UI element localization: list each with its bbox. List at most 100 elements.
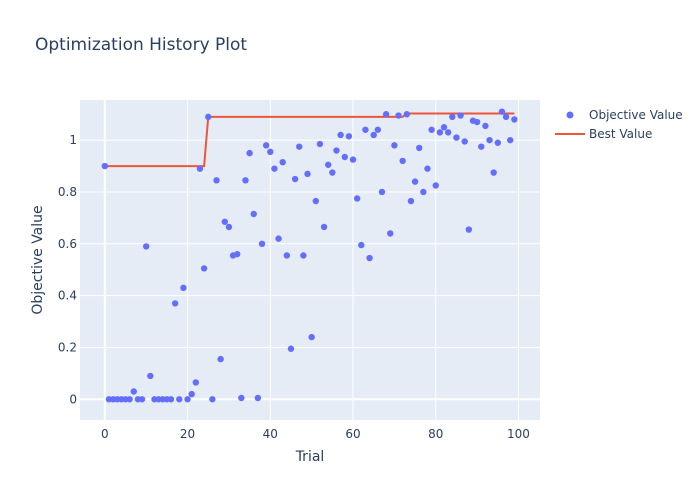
legend-item-best-value[interactable]: Best Value [555, 127, 652, 141]
data-point[interactable] [275, 235, 282, 242]
data-point[interactable] [209, 396, 216, 403]
data-point[interactable] [242, 177, 249, 184]
data-point[interactable] [473, 118, 481, 126]
y-axis-label: Objective Value [30, 205, 46, 314]
x-tick-label: 20 [180, 427, 195, 441]
data-point[interactable] [184, 396, 191, 403]
data-point[interactable] [449, 113, 456, 121]
data-point[interactable] [271, 165, 278, 172]
data-point[interactable] [486, 136, 493, 144]
data-point[interactable] [391, 142, 398, 149]
data-point[interactable] [403, 111, 410, 118]
data-point[interactable] [461, 138, 468, 145]
legend[interactable]: Objective Value Best Value [555, 108, 683, 141]
data-point[interactable] [192, 379, 200, 386]
data-point[interactable] [428, 126, 435, 133]
data-point[interactable] [436, 129, 444, 136]
data-point[interactable] [287, 345, 295, 352]
data-point[interactable] [432, 182, 439, 189]
data-point[interactable] [283, 252, 291, 259]
plot-background [80, 100, 540, 420]
data-point[interactable] [502, 113, 510, 121]
data-point[interactable] [358, 241, 365, 249]
data-point[interactable] [453, 134, 460, 141]
data-point[interactable] [444, 129, 452, 136]
data-point[interactable] [362, 126, 369, 133]
data-point[interactable] [490, 169, 497, 176]
data-point[interactable] [457, 112, 464, 119]
data-point[interactable] [167, 396, 175, 403]
data-point[interactable] [300, 252, 307, 259]
data-point[interactable] [217, 355, 224, 363]
data-point[interactable] [337, 131, 344, 139]
legend-marker-icon [566, 111, 574, 119]
data-point[interactable] [221, 218, 228, 225]
data-point[interactable] [511, 116, 518, 123]
data-point[interactable] [147, 372, 154, 380]
data-point[interactable] [333, 147, 340, 154]
data-point[interactable] [267, 148, 274, 156]
data-point[interactable] [494, 139, 502, 146]
data-point[interactable] [416, 144, 423, 152]
data-point[interactable] [130, 388, 137, 395]
data-point[interactable] [498, 108, 506, 115]
data-point[interactable] [366, 254, 373, 262]
data-point[interactable] [304, 170, 311, 178]
data-point[interactable] [312, 197, 319, 205]
data-point[interactable] [316, 140, 324, 148]
data-point[interactable] [258, 240, 266, 248]
data-point[interactable] [329, 169, 336, 176]
data-point[interactable] [188, 390, 195, 398]
x-axis-label: Trial [295, 449, 325, 465]
data-point[interactable] [250, 210, 257, 218]
data-point[interactable] [482, 122, 489, 130]
data-point[interactable] [424, 165, 431, 172]
data-point[interactable] [465, 226, 473, 233]
data-point[interactable] [205, 113, 212, 121]
data-point[interactable] [440, 124, 448, 131]
data-point[interactable] [382, 111, 390, 118]
data-point[interactable] [279, 158, 286, 166]
data-point[interactable] [420, 188, 427, 196]
data-point[interactable] [374, 126, 382, 133]
legend-item-objective-value[interactable]: Objective Value [566, 108, 683, 122]
data-point[interactable] [138, 396, 146, 403]
data-point[interactable] [296, 143, 303, 150]
data-point[interactable] [180, 284, 187, 292]
data-point[interactable] [507, 136, 514, 144]
data-point[interactable] [378, 188, 386, 196]
data-point[interactable] [320, 223, 328, 231]
data-point[interactable] [291, 175, 299, 183]
data-point[interactable] [370, 131, 377, 139]
data-point[interactable] [233, 250, 241, 258]
x-tick-label: 0 [101, 427, 109, 441]
data-point[interactable] [262, 142, 270, 149]
data-point[interactable] [395, 112, 402, 119]
data-point[interactable] [176, 396, 183, 403]
data-point[interactable] [478, 143, 485, 150]
data-point[interactable] [196, 165, 204, 172]
data-point[interactable] [101, 162, 109, 170]
data-point[interactable] [353, 195, 361, 202]
data-point[interactable] [213, 177, 220, 184]
y-tick-label: 0.2 [58, 340, 77, 354]
data-point[interactable] [171, 300, 179, 307]
data-point[interactable] [349, 156, 357, 163]
data-point[interactable] [238, 394, 245, 402]
data-point[interactable] [325, 161, 332, 168]
data-point[interactable] [387, 230, 394, 237]
data-point[interactable] [126, 396, 133, 403]
data-point[interactable] [254, 394, 262, 402]
data-point[interactable] [341, 153, 348, 161]
data-point[interactable] [142, 243, 150, 250]
data-point[interactable] [225, 223, 233, 231]
data-point[interactable] [399, 157, 406, 165]
data-point[interactable] [308, 333, 315, 341]
legend-label-objective-value: Objective Value [589, 108, 683, 122]
data-point[interactable] [345, 133, 353, 140]
data-point[interactable] [246, 149, 253, 157]
data-point[interactable] [407, 197, 415, 205]
data-point[interactable] [200, 265, 208, 272]
data-point[interactable] [411, 178, 419, 185]
best-value-series [104, 112, 515, 168]
